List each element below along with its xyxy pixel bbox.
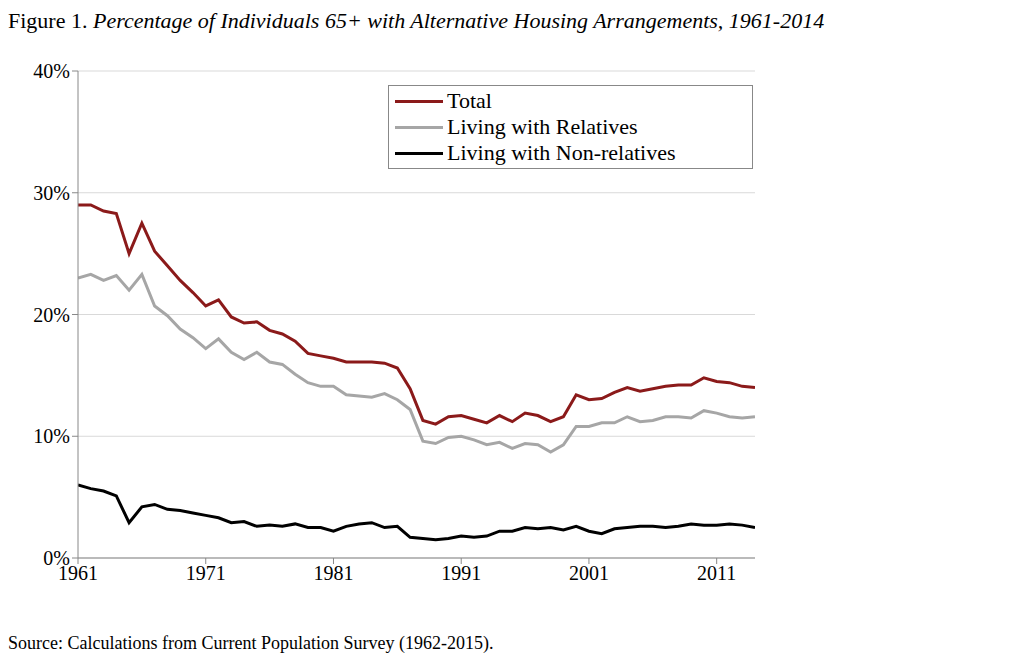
- svg-text:1981: 1981: [313, 562, 353, 584]
- html-text:Source: Calculations from Curr: Source: Calculations from Current Popula…: [8, 633, 494, 653]
- svg-text:2011: 2011: [697, 562, 736, 584]
- svg-text:1961: 1961: [58, 562, 98, 585]
- svg-text:2001: 2001: [569, 562, 609, 584]
- svg-text:40%: 40%: [33, 60, 70, 82]
- html-text:Living with Non-relatives: Living with Non-relatives: [447, 140, 676, 165]
- svg-text:1991: 1991: [441, 562, 481, 584]
- svg-text:1971: 1971: [186, 562, 226, 584]
- svg-text:0%: 0%: [43, 547, 70, 569]
- html-text:Total: Total: [447, 88, 492, 113]
- svg-text:10%: 10%: [33, 425, 70, 447]
- html-text:Living with Relatives: Living with Relatives: [447, 114, 638, 139]
- svg-text:20%: 20%: [33, 304, 70, 326]
- svg-text:30%: 30%: [33, 182, 70, 204]
- html-text:Figure 1. Percentage of Indivi: Figure 1. Percentage of Individuals 65+ …: [8, 8, 825, 33]
